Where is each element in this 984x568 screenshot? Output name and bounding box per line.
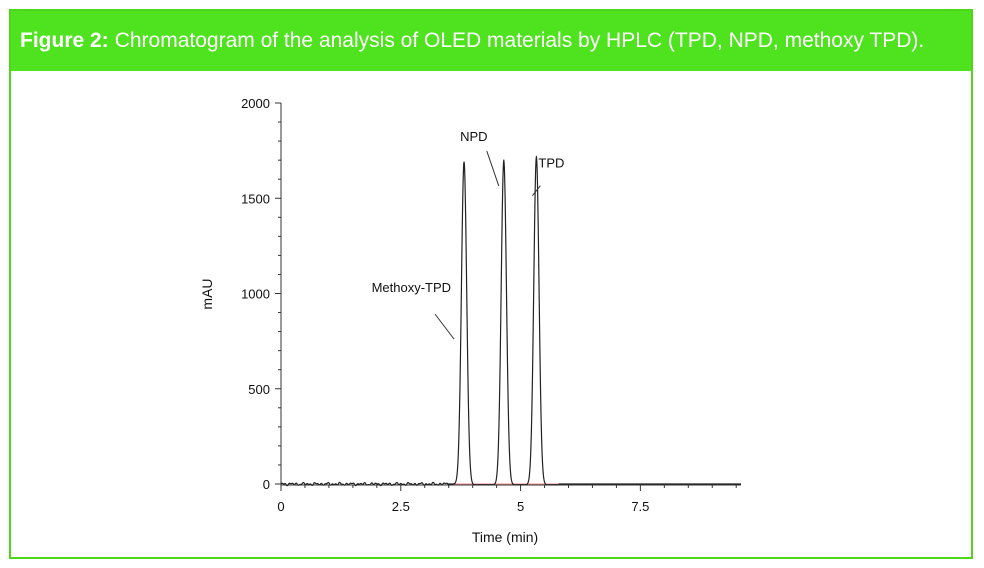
peak-leader-line [434,313,455,340]
x-tick-label: 2.5 [392,499,410,514]
y-tick-label: 1500 [241,191,270,206]
peak-leader-line [486,150,500,187]
y-tick-label: 2000 [241,96,270,111]
peak-leader-line [532,185,541,196]
figure-label: Figure 2: [20,29,109,52]
peak-label: TPD [538,156,564,171]
y-tick-label: 0 [263,477,270,492]
chromatogram-trace [280,156,741,487]
peak-label: NPD [460,129,487,144]
peak-apex [463,161,465,163]
figure-frame: Figure 2: Chromatogram of the analysis o… [9,9,973,559]
annotation-layer: Methoxy-TPD NPD TPD [372,129,564,340]
x-tick-label: 0 [277,499,284,514]
figure-header: Figure 2: Chromatogram of the analysis o… [11,11,971,71]
peak-label: Methoxy-TPD [372,280,451,295]
y-tick-label: 500 [248,382,270,397]
x-tick-label: 7.5 [631,499,649,514]
x-axis-label: Time (min) [472,529,538,545]
chart-axes: 0 500 1000 1500 2000 0 2.5 5 7.5 [241,96,741,514]
trace-layer [280,155,741,487]
peak-apex [503,159,505,161]
y-axis-label: mAU [199,278,215,309]
x-tick-label: 5 [517,499,524,514]
figure-caption: Chromatogram of the analysis of OLED mat… [114,29,925,52]
peak-apex [535,155,537,157]
y-tick-label: 1000 [241,287,270,302]
